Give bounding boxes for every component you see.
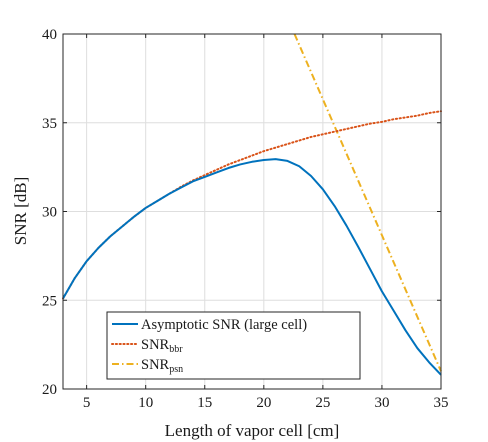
x-tick-label: 35 — [434, 395, 449, 411]
tick-labels: 5 10 15 20 25 30 35 20 25 30 35 40 — [42, 27, 449, 411]
x-axis-label: Length of vapor cell [cm] — [165, 421, 340, 440]
legend: Asymptotic SNR (large cell) SNRbbr SNRps… — [106, 311, 361, 380]
x-tick-label: 10 — [138, 395, 153, 411]
grid — [63, 34, 441, 389]
series-line-asymptotic — [62, 158, 442, 376]
x-tick-label: 25 — [315, 395, 330, 411]
y-tick-label: 40 — [42, 27, 57, 43]
y-tick-label: 20 — [42, 382, 57, 398]
x-tick-label: 20 — [256, 395, 271, 411]
x-tick-label: 15 — [197, 395, 212, 411]
legend-label-psn: SNRpsn — [141, 357, 183, 375]
y-tick-label: 30 — [42, 205, 57, 221]
y-tick-label: 25 — [42, 293, 57, 309]
legend-label-bbr: SNRbbr — [141, 337, 183, 355]
x-tick-label: 5 — [83, 395, 91, 411]
axis-ticks — [63, 33, 442, 390]
x-tick-label: 30 — [374, 395, 389, 411]
series-lines — [62, 33, 442, 376]
y-tick-label: 35 — [42, 116, 57, 132]
legend-box — [106, 311, 361, 380]
legend-label-asymptotic: Asymptotic SNR (large cell) — [141, 317, 307, 333]
series-line-psn — [293, 33, 442, 372]
y-axis-label: SNR [dB] — [11, 177, 30, 245]
